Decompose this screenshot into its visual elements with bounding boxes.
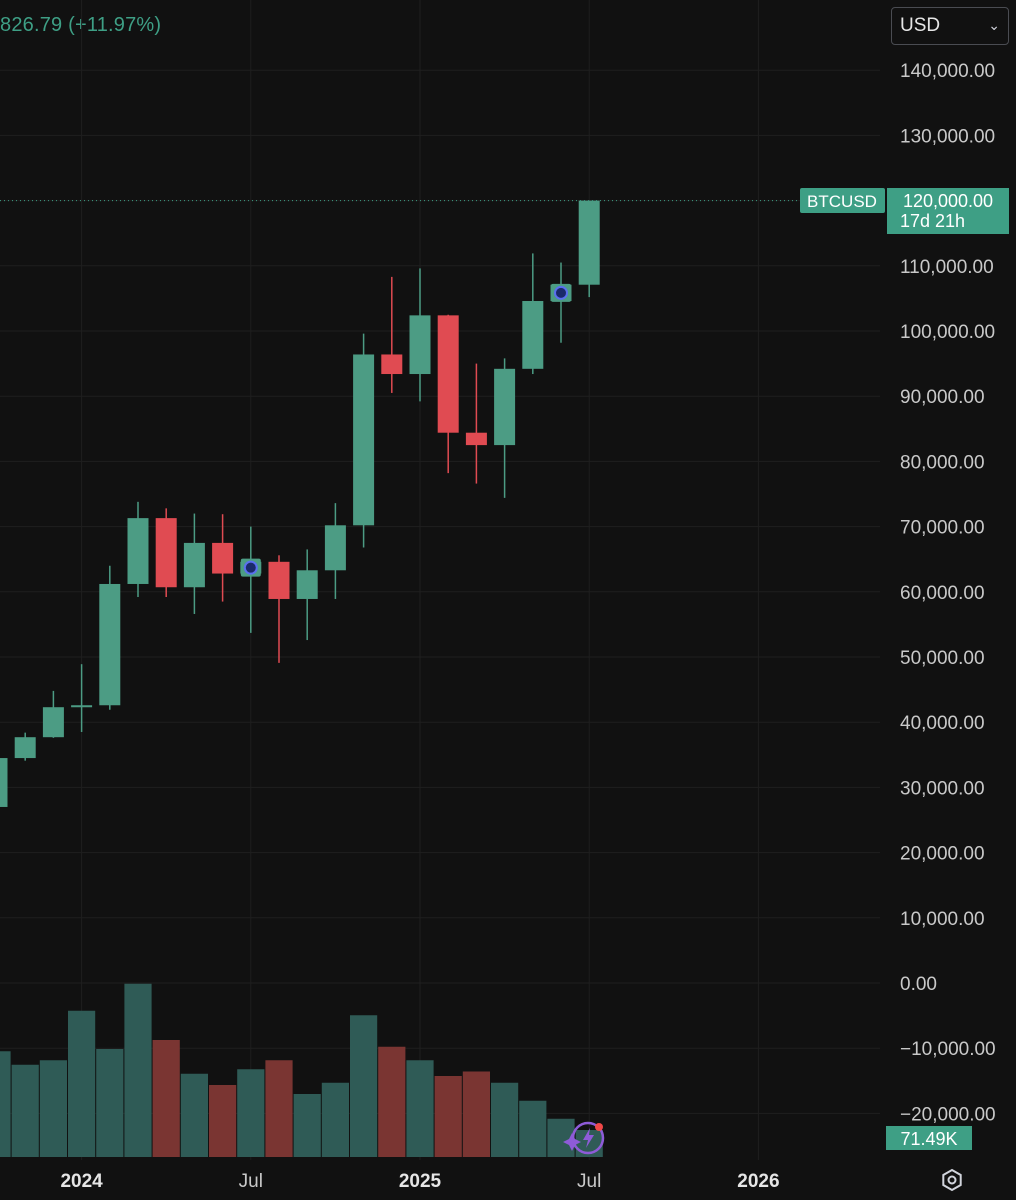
volume-bar: [209, 1085, 237, 1157]
settings-icon[interactable]: [942, 1168, 962, 1192]
candle-body: [268, 561, 290, 599]
price-tick-label: 90,000.00: [900, 387, 985, 408]
price-tick-label: 140,000.00: [900, 61, 995, 82]
volume-bar: [378, 1046, 406, 1157]
circle-event-icon-inner: [243, 560, 258, 575]
time-tick-label: Jul: [577, 1171, 601, 1192]
candle-body: [437, 315, 459, 433]
volume-bar: [462, 1071, 490, 1157]
candle-body: [381, 354, 403, 375]
price-tick-label: 50,000.00: [900, 648, 985, 669]
price-tick-label: 10,000.00: [900, 909, 985, 930]
volume-bar: [96, 1049, 124, 1157]
price-tick-label: 110,000.00: [900, 257, 994, 278]
volume-bar: [180, 1073, 208, 1157]
event-markers: [240, 283, 571, 577]
time-tick-label: 2025: [399, 1171, 442, 1192]
time-tick-label: Jul: [239, 1171, 263, 1192]
volume-badge-value: 71.49K: [900, 1129, 957, 1149]
price-change-readout: 826.79 (+11.97%): [0, 14, 162, 36]
candle-body: [353, 354, 375, 526]
candle-body: [71, 705, 93, 708]
price-badge-countdown: 17d 21h: [900, 211, 965, 231]
candle-body: [127, 518, 149, 584]
volume-bar: [350, 1015, 378, 1157]
candle-body: [296, 570, 318, 599]
candle-body: [465, 432, 487, 446]
price-axis: 140,000.00 130,000.00 120,000.00 110,000.00…: [900, 61, 996, 1125]
price-tick-label: −10,000.00: [900, 1039, 996, 1060]
price-tick-label: 70,000.00: [900, 518, 985, 539]
volume-bar: [237, 1069, 265, 1157]
volume-bar: [0, 1051, 11, 1157]
candle-body: [155, 518, 177, 588]
candle-body: [183, 542, 205, 588]
price-tick-label: 30,000.00: [900, 778, 985, 799]
price-tick-label: −20,000.00: [900, 1104, 996, 1125]
candle-body: [324, 525, 346, 571]
price-tick-label: 0.00: [900, 974, 937, 995]
volume-bar: [11, 1064, 39, 1157]
price-tick-label: 60,000.00: [900, 583, 985, 604]
price-badge-value: 120,000.00: [903, 191, 993, 211]
volume-bar: [39, 1060, 67, 1157]
candle-body: [212, 542, 234, 574]
price-tick-label: 100,000.00: [900, 322, 995, 343]
candle-body: [0, 758, 8, 807]
time-tick-label: 2024: [60, 1171, 103, 1192]
volume-bar: [406, 1060, 434, 1157]
volume-bar: [124, 983, 152, 1157]
price-tick-label: 40,000.00: [900, 713, 985, 734]
candle-body: [409, 315, 431, 375]
volume-badge: 71.49K: [886, 1126, 972, 1150]
candle-body: [494, 368, 516, 446]
circle-event-icon-inner: [554, 285, 568, 300]
price-tick-label: 130,000.00: [900, 126, 995, 147]
currency-select-value: USD: [900, 15, 941, 36]
time-axis: 2024 Jul 2025 Jul 2026: [60, 1171, 779, 1192]
candle-body: [522, 301, 544, 369]
time-tick-label: 2026: [737, 1171, 779, 1192]
price-tick-label: 20,000.00: [900, 844, 985, 865]
candle-body: [99, 583, 121, 706]
price-tick-label: 80,000.00: [900, 452, 985, 473]
currency-select[interactable]: USD ⌄: [891, 7, 1009, 45]
candle-body: [42, 707, 64, 738]
volume-bar: [491, 1082, 519, 1157]
volume-bar: [152, 1040, 180, 1157]
candle-body: [14, 737, 36, 759]
volume-bar: [265, 1060, 293, 1157]
candle-body: [578, 200, 600, 285]
volume-bars: [0, 983, 603, 1157]
candlesticks: [0, 200, 600, 807]
volume-bar: [434, 1076, 462, 1157]
price-badge: 120,000.00 17d 21h: [887, 188, 1009, 234]
volume-bar: [293, 1094, 321, 1157]
symbol-badge-label: BTCUSD: [807, 192, 877, 211]
symbol-badge: BTCUSD: [800, 188, 885, 213]
sparkle-lightning-icon[interactable]: [563, 1121, 605, 1155]
volume-bar: [321, 1082, 349, 1157]
volume-bar: [68, 1010, 96, 1157]
chevron-down-icon: ⌄: [988, 17, 1000, 33]
volume-bar: [519, 1100, 547, 1157]
